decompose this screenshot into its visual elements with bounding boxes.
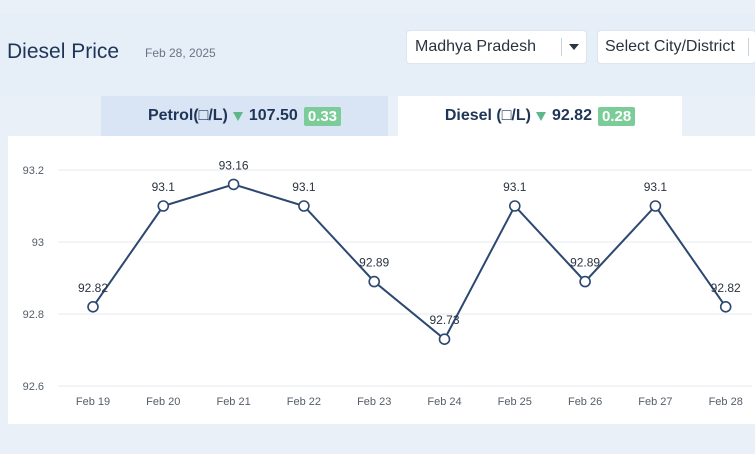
data-point xyxy=(719,301,732,313)
data-label: 92.89 xyxy=(359,256,389,270)
petrol-change-badge: 0.33 xyxy=(303,106,342,126)
data-point xyxy=(87,301,99,313)
data-label: 93.1 xyxy=(292,180,316,194)
x-tick-label: Feb 26 xyxy=(568,396,602,408)
data-label: 92.82 xyxy=(711,281,741,295)
data-label: 92.82 xyxy=(78,281,108,295)
x-tick-label: Feb 19 xyxy=(76,396,110,408)
y-tick-label: 93.2 xyxy=(23,165,44,177)
x-tick-label: Feb 25 xyxy=(498,396,532,408)
y-tick-label: 92.8 xyxy=(23,309,44,321)
data-point xyxy=(368,275,381,288)
x-tick-label: Feb 24 xyxy=(427,396,461,408)
data-label: 93.1 xyxy=(503,180,527,194)
data-point xyxy=(508,200,521,212)
x-tick-label: Feb 21 xyxy=(216,396,250,408)
diesel-change-badge: 0.28 xyxy=(597,106,636,126)
state-select-value: Madhya Pradesh xyxy=(415,38,536,55)
city-select-placeholder: Select City/District xyxy=(605,38,735,55)
tab-petrol[interactable]: Petrol(□/L) 107.50 0.33 xyxy=(101,96,388,136)
data-point xyxy=(298,200,310,212)
tab-petrol-price: 107.50 xyxy=(248,107,298,124)
price-chart-card: 92.6 92.8 93 93.2 Feb 19 Feb 20 Feb 21 Feb 22 Fe… xyxy=(8,136,755,424)
trend-down-icon xyxy=(232,111,243,121)
data-label: 93.16 xyxy=(219,158,249,172)
x-tick-label: Feb 23 xyxy=(357,396,391,408)
data-point xyxy=(157,200,170,212)
chevron-down-icon[interactable] xyxy=(569,44,579,50)
data-point xyxy=(438,333,451,345)
data-point xyxy=(227,178,240,191)
y-tick-label: 92.6 xyxy=(23,381,44,393)
series-line xyxy=(92,183,727,341)
page-title: Diesel Price xyxy=(7,40,120,63)
data-label: 92.73 xyxy=(429,313,459,327)
x-tick-label: Feb 27 xyxy=(638,396,672,408)
tab-diesel-price: 92.82 xyxy=(551,107,592,124)
city-select[interactable]: Select City/District xyxy=(598,31,755,63)
x-tick-label: Feb 20 xyxy=(146,396,180,408)
price-line-chart: 92.6 92.8 93 93.2 Feb 19 Feb 20 Feb 21 Feb 22 Fe… xyxy=(23,158,752,408)
data-label: 93.1 xyxy=(644,180,668,194)
tab-diesel[interactable]: Diesel (□/L) 92.82 0.28 xyxy=(398,96,682,136)
trend-down-icon xyxy=(535,111,546,121)
data-point xyxy=(579,275,591,288)
data-point xyxy=(649,200,662,212)
page-date: Feb 28, 2025 xyxy=(145,46,216,60)
state-select[interactable]: Madhya Pradesh xyxy=(407,31,586,63)
select-divider xyxy=(561,38,562,56)
data-label: 93.1 xyxy=(152,180,176,194)
data-label: 92.89 xyxy=(570,256,600,270)
tab-diesel-label: Diesel (□/L) xyxy=(444,107,531,124)
x-tick-label: Feb 22 xyxy=(287,396,321,408)
x-tick-label: Feb 28 xyxy=(709,396,743,408)
select-divider xyxy=(748,38,749,56)
y-tick-label: 93 xyxy=(32,237,44,249)
tab-petrol-label: Petrol(□/L) xyxy=(147,107,228,124)
